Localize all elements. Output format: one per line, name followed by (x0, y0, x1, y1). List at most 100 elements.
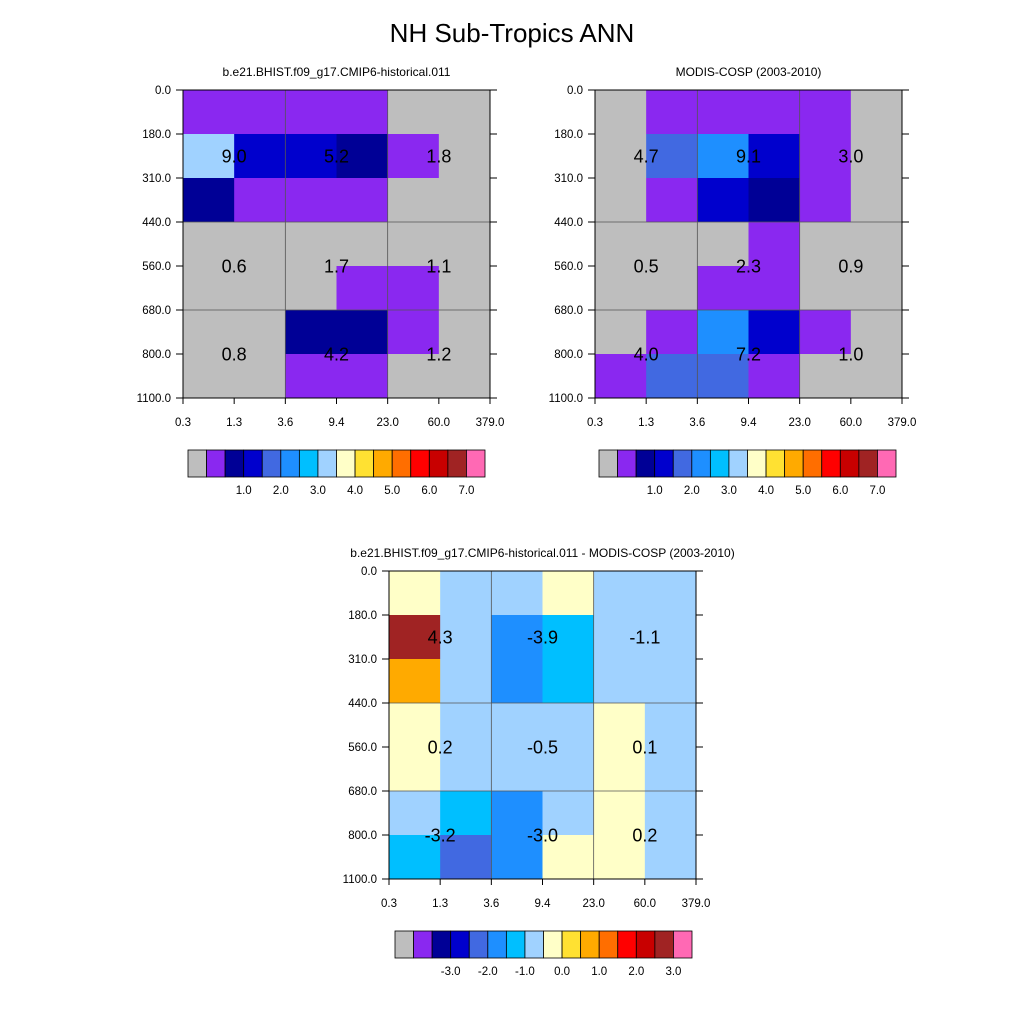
heatmap-cell (285, 134, 337, 179)
heatmap-cell (748, 266, 801, 311)
heatmap-cell (646, 310, 698, 355)
cell-value-label: 3.0 (838, 147, 863, 167)
colorbar-swatch (802, 449, 823, 478)
heatmap-cell (438, 90, 491, 135)
heatmap-cell (595, 310, 647, 355)
colorbar-swatch (543, 930, 563, 959)
cell-value-label: 0.6 (222, 257, 247, 277)
figure-title: NH Sub-Tropics ANN (390, 18, 635, 48)
colorbar-label: 3.0 (665, 966, 681, 978)
y-tick-label: 1100.0 (137, 393, 171, 405)
heatmap-cell (850, 222, 903, 267)
panel-observation: MODIS-COSP (2003-2010) 0.0 180.0 310.0 440.0… (549, 65, 917, 497)
heatmap-cell (491, 747, 543, 792)
x-tick-label: 1.3 (432, 898, 448, 910)
x-tick-label: 23.0 (376, 417, 398, 429)
colorbar-swatch (447, 449, 467, 478)
heatmap-cell (438, 134, 491, 179)
x-tick-label: 0.3 (175, 417, 191, 429)
heatmap-cell (646, 178, 698, 223)
y-tick-label: 1100.0 (343, 874, 377, 886)
heatmap-cell (850, 90, 903, 135)
colorbar-swatch (691, 449, 711, 478)
heatmap-cell (542, 659, 595, 704)
heatmap-cell (285, 266, 337, 311)
colorbar-swatch (450, 930, 470, 959)
cell-value-label: -1.1 (629, 628, 660, 648)
heatmap-cell (850, 354, 903, 399)
y-tick-label: 310.0 (348, 654, 377, 666)
cell-value-label: 0.1 (632, 738, 657, 758)
heatmap-cell (542, 703, 595, 748)
x-tick-label: 23.0 (788, 417, 810, 429)
heatmap-cell (336, 222, 389, 267)
heatmap-cell (646, 354, 698, 399)
x-tick-label: 60.0 (634, 898, 656, 910)
colorbar-swatch (747, 449, 767, 478)
y-tick-label: 1100.0 (549, 393, 583, 405)
heatmap-cell (234, 134, 286, 179)
heatmap-cell (697, 222, 749, 267)
colorbar-swatch (261, 449, 282, 478)
cell-value-label: 1.0 (838, 345, 863, 365)
colorbar-swatch (673, 930, 693, 959)
heatmap-cell (336, 354, 389, 399)
heatmap-cell (387, 134, 440, 179)
colorbar-label: 3.0 (310, 485, 326, 497)
y-tick-label: 800.0 (142, 349, 171, 361)
heatmap-cell (646, 222, 698, 267)
x-tick-label: 0.3 (587, 417, 603, 429)
heatmap-cell (285, 90, 337, 135)
heatmap-cell (491, 615, 543, 660)
colorbar-label: -2.0 (478, 966, 498, 978)
colorbar-label: 4.0 (758, 485, 774, 497)
colorbar-swatch (243, 449, 263, 478)
y-tick-label: 680.0 (554, 305, 583, 317)
x-tick-label: 60.0 (428, 417, 450, 429)
colorbar-label: -1.0 (515, 966, 535, 978)
x-tick-label: 9.4 (535, 898, 552, 910)
cell-value-label: 0.8 (222, 345, 247, 365)
heatmap-cell (285, 354, 337, 399)
heatmap-cell (440, 615, 492, 660)
heatmap-cell (440, 571, 492, 616)
heatmap-cell (697, 134, 749, 179)
colorbar-swatch (505, 930, 526, 959)
colorbar-swatch (336, 449, 356, 478)
x-tick-label: 3.6 (689, 417, 705, 429)
colorbar-label: 2.0 (684, 485, 700, 497)
colorbar-swatch (394, 930, 414, 959)
y-tick-label: 0.0 (361, 566, 377, 578)
y-tick-label: 560.0 (554, 261, 583, 273)
cell-value-label: 0.2 (428, 738, 453, 758)
heatmap-cell (542, 615, 595, 660)
heatmap-cell (440, 791, 492, 836)
cell-value-label: -0.5 (527, 738, 558, 758)
heatmap-cell (593, 791, 646, 836)
heatmap-cell (644, 747, 697, 792)
heatmap-cell (440, 747, 492, 792)
cell-value-label: 1.2 (426, 345, 451, 365)
heatmap-cell (440, 659, 492, 704)
heatmap-cell (542, 835, 595, 880)
colorbar-swatch (598, 930, 619, 959)
heatmap-cell (799, 266, 852, 311)
colorbar-swatch (839, 449, 860, 478)
colorbar-swatch (877, 449, 897, 478)
x-tick-label: 0.3 (381, 898, 397, 910)
heatmap-cell (542, 571, 595, 616)
heatmap-cell (748, 222, 801, 267)
colorbar-swatch (821, 449, 841, 478)
cell-value-label: 1.8 (426, 147, 451, 167)
colorbar-label: 6.0 (421, 485, 437, 497)
cell-value-label: -3.0 (527, 826, 558, 846)
heatmap-cell (595, 134, 647, 179)
cell-value-label: 1.7 (324, 257, 349, 277)
y-tick-label: 0.0 (567, 85, 583, 97)
x-tick-label: 9.4 (329, 417, 346, 429)
heatmap-cell (183, 178, 235, 223)
heatmap-cell (440, 835, 492, 880)
colorbar-label: 4.0 (347, 485, 363, 497)
y-tick-label: 180.0 (142, 129, 171, 141)
heatmap-cell (697, 310, 749, 355)
